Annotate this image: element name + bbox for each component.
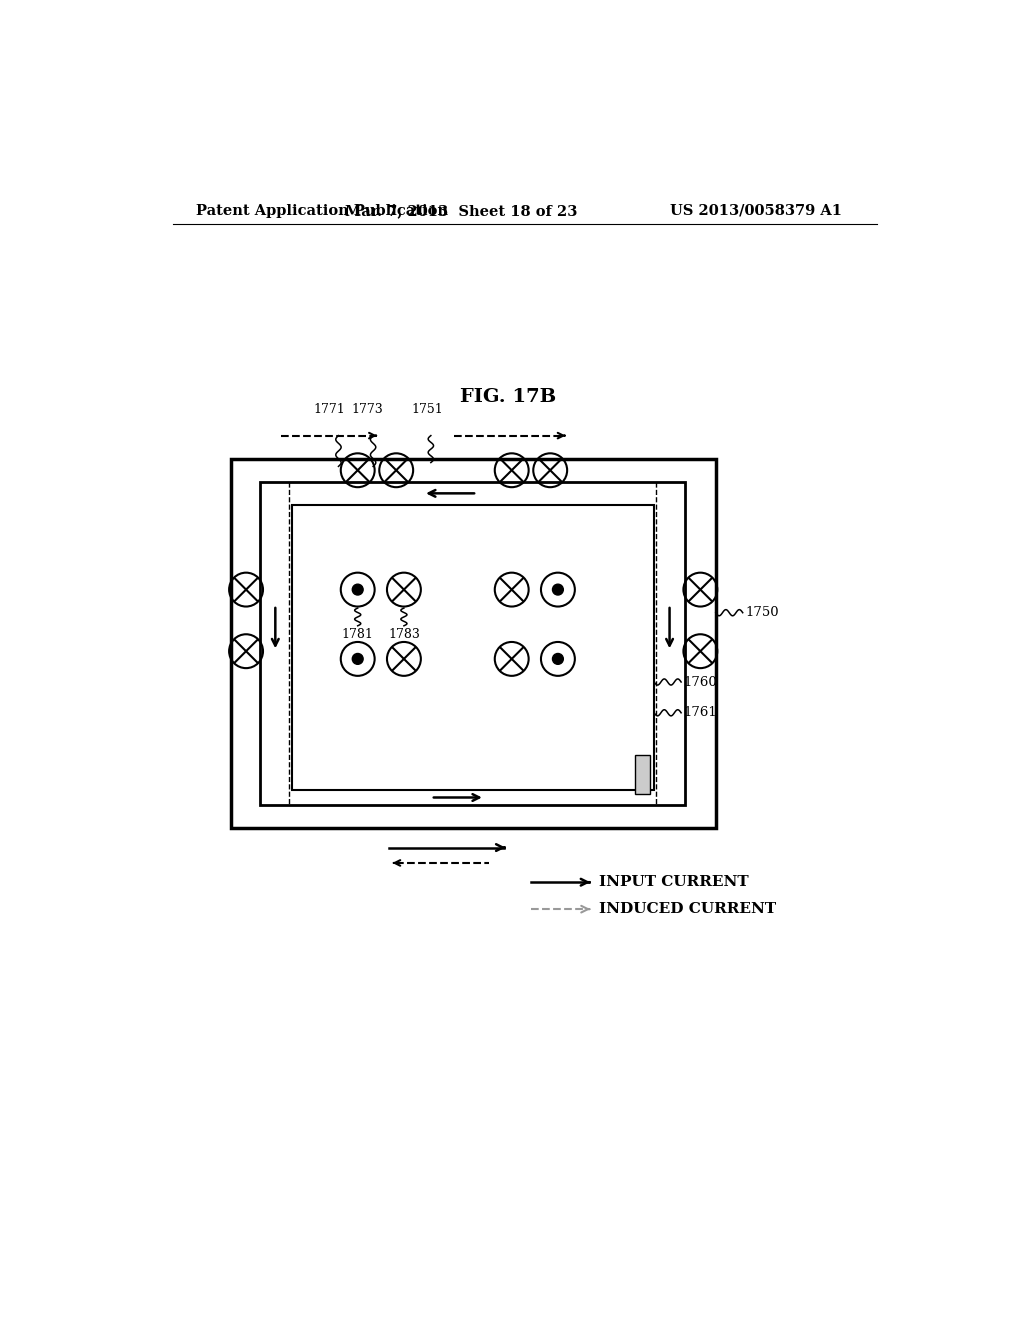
- Text: 1761: 1761: [683, 706, 717, 719]
- Text: 1771: 1771: [313, 404, 345, 416]
- Circle shape: [553, 653, 563, 664]
- Circle shape: [352, 653, 364, 664]
- Text: Patent Application Publication: Patent Application Publication: [196, 203, 449, 218]
- Text: 1751: 1751: [411, 404, 443, 416]
- Text: 1750: 1750: [745, 606, 778, 619]
- Bar: [260, 482, 685, 805]
- Text: Mar. 7, 2013  Sheet 18 of 23: Mar. 7, 2013 Sheet 18 of 23: [345, 203, 578, 218]
- Text: 1781: 1781: [342, 628, 374, 642]
- Text: 1783: 1783: [388, 628, 420, 642]
- Text: 1760: 1760: [683, 676, 717, 689]
- Text: FIG. 17B: FIG. 17B: [460, 388, 556, 407]
- Text: INPUT CURRENT: INPUT CURRENT: [599, 875, 749, 890]
- Circle shape: [352, 585, 364, 595]
- Text: 1773: 1773: [352, 404, 384, 416]
- Circle shape: [553, 585, 563, 595]
- Bar: [292, 506, 654, 789]
- Text: US 2013/0058379 A1: US 2013/0058379 A1: [670, 203, 842, 218]
- Bar: [230, 459, 716, 829]
- Bar: [635, 755, 650, 793]
- Text: INDUCED CURRENT: INDUCED CURRENT: [599, 902, 776, 916]
